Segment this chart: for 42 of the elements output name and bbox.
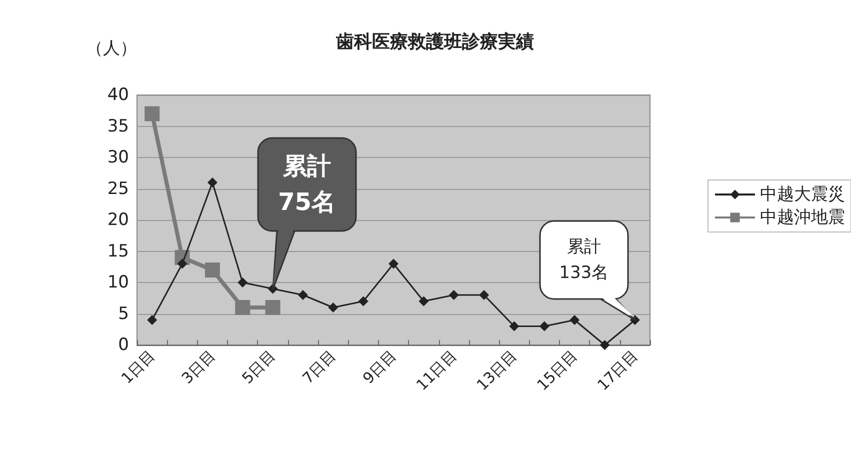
point xyxy=(358,296,368,306)
y-tick-label: 10 xyxy=(107,272,129,292)
legend-label: 中越大震災 xyxy=(760,184,845,204)
point xyxy=(600,340,610,350)
point xyxy=(570,315,580,325)
x-tick-label: 5日目 xyxy=(238,346,280,388)
y-tick-label: 35 xyxy=(107,116,129,136)
point xyxy=(448,290,459,300)
y-axis-title: （人） xyxy=(86,38,137,58)
point xyxy=(298,290,308,300)
point xyxy=(328,302,338,312)
legend-label: 中越沖地震 xyxy=(760,208,845,228)
y-tick-label: 40 xyxy=(107,85,129,105)
point xyxy=(265,300,280,315)
point xyxy=(479,290,490,300)
x-tick-label: 15日目 xyxy=(533,346,581,394)
x-tick-label: 9日目 xyxy=(359,346,400,388)
point xyxy=(177,258,188,269)
chart-title: 歯科医療救護班診療実績 xyxy=(335,32,534,52)
point xyxy=(238,278,248,288)
point xyxy=(388,258,398,269)
point xyxy=(204,262,220,278)
point xyxy=(144,106,160,122)
point xyxy=(147,315,158,325)
y-tick-label: 15 xyxy=(107,241,129,262)
y-tick-label: 5 xyxy=(118,304,129,324)
x-tick-label: 17日目 xyxy=(594,346,642,394)
x-tick-label: 11日目 xyxy=(412,346,460,394)
x-tick-label: 7日目 xyxy=(298,346,340,388)
point xyxy=(418,296,429,306)
x-tick-label: 13日目 xyxy=(473,346,521,394)
y-tick-label: 30 xyxy=(107,148,129,168)
point xyxy=(207,178,218,188)
annotation: 累計 75名 xyxy=(256,136,357,232)
point xyxy=(509,321,520,332)
y-tick-label: 25 xyxy=(107,178,129,199)
x-tick-label: 3日目 xyxy=(178,346,219,388)
annotation: 累計 133名 xyxy=(538,220,629,300)
y-tick-label: 0 xyxy=(118,335,129,355)
point xyxy=(539,321,550,332)
y-tick-label: 20 xyxy=(107,210,129,230)
point xyxy=(235,300,250,315)
